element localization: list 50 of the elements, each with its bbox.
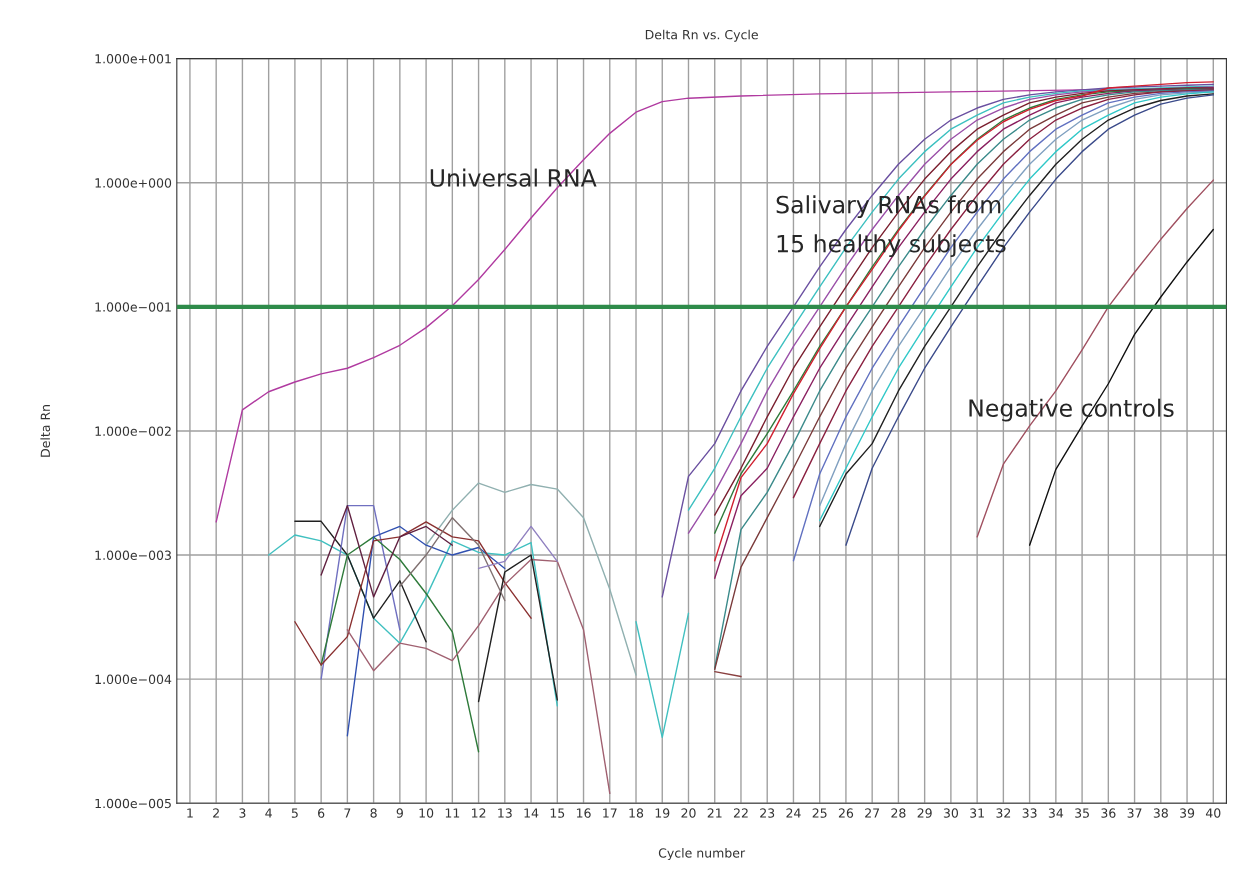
x-tick-label: 7 — [344, 808, 351, 818]
x-tick-label: 32 — [996, 808, 1011, 818]
x-tick-label: 29 — [917, 808, 932, 818]
x-tick-label: 11 — [445, 808, 460, 818]
x-tick-label: 39 — [1180, 808, 1195, 818]
x-tick-label: 14 — [524, 808, 539, 818]
x-tick-label: 13 — [498, 808, 512, 818]
x-tick-label: 35 — [1075, 808, 1089, 818]
x-tick-label: 25 — [812, 808, 827, 818]
x-tick-label: 5 — [291, 808, 298, 818]
x-tick-label: 40 — [1205, 808, 1221, 818]
x-tick-label: 15 — [550, 808, 565, 818]
x-tick-label: 6 — [318, 808, 325, 818]
x-tick-label: 27 — [865, 808, 880, 818]
x-tick-label: 1 — [187, 808, 193, 818]
y-tick-label: 1.000e−005 — [95, 798, 171, 809]
x-tick-label: 31 — [970, 808, 984, 818]
x-tick-label: 17 — [603, 808, 617, 818]
y-tick-label: 1.000e−004 — [95, 674, 172, 685]
x-tick-label: 24 — [786, 808, 801, 818]
x-tick-label: 10 — [419, 808, 434, 818]
x-tick-label: 8 — [370, 808, 377, 818]
x-tick-label: 37 — [1127, 808, 1142, 818]
y-tick-label: 1.000e+000 — [95, 178, 172, 188]
x-tick-label: 16 — [576, 808, 591, 818]
x-tick-label: 36 — [1101, 808, 1116, 818]
y-tick-label: 1.000e−002 — [95, 426, 171, 436]
y-tick-label: 1.000e−003 — [95, 550, 171, 560]
chart-title: Delta Rn vs. Cycle — [645, 29, 758, 42]
x-tick-label: 38 — [1153, 808, 1168, 818]
y-axis-title: Delta Rn — [40, 405, 51, 457]
y-tick-label: 1.000e−001 — [95, 302, 171, 312]
x-tick-label: 12 — [471, 808, 486, 818]
x-axis-title: Cycle number — [658, 847, 746, 861]
x-tick-label: 23 — [760, 808, 775, 818]
x-tick-label: 4 — [265, 808, 272, 818]
x-tick-label: 18 — [629, 808, 644, 818]
x-tick-label: 19 — [655, 808, 670, 818]
x-tick-label: 9 — [396, 808, 403, 818]
x-tick-label: 21 — [707, 808, 722, 818]
x-tick-label: 20 — [681, 808, 696, 818]
x-tick-label: 3 — [239, 808, 246, 818]
x-tick-label: 2 — [213, 808, 219, 818]
x-tick-label: 22 — [733, 808, 748, 818]
x-tick-label: 26 — [838, 808, 854, 818]
x-tick-label: 28 — [891, 808, 906, 818]
x-tick-label: 33 — [1022, 808, 1037, 818]
x-tick-label: 34 — [1048, 808, 1064, 818]
y-tick-label: 1.000e+001 — [95, 54, 171, 64]
x-tick-label: 30 — [943, 808, 959, 818]
